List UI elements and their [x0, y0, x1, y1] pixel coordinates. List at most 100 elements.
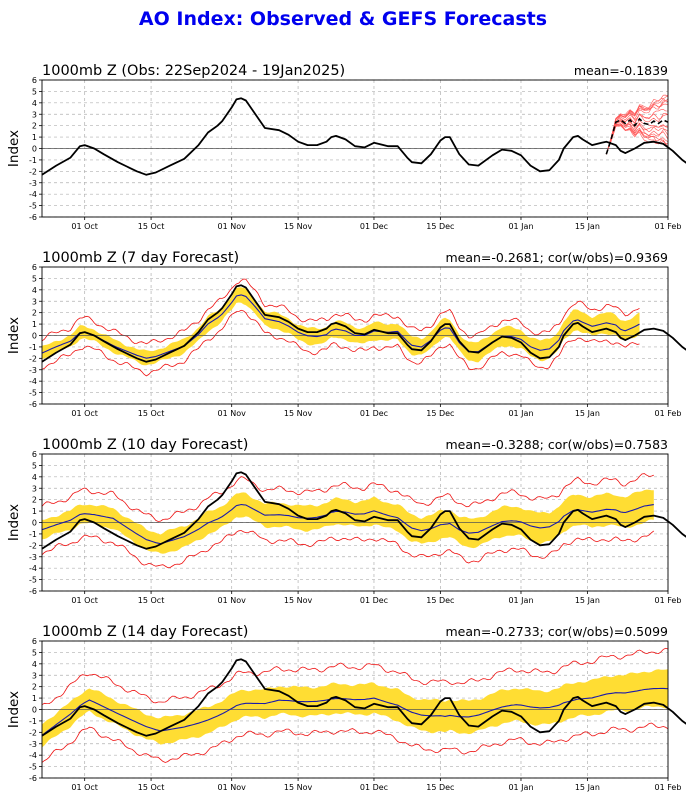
x-tick-label: 15 Nov [284, 783, 313, 792]
x-tick-label: 15 Jan [575, 596, 600, 605]
ensemble-mean-line [41, 294, 640, 359]
y-tick-label: -5 [29, 202, 37, 211]
y-tick-label: 3 [32, 484, 37, 493]
gefs-member-line [606, 124, 669, 155]
observed-ao-line [41, 471, 686, 550]
y-tick-label: 1 [32, 320, 37, 329]
y-tick-label: 5 [32, 461, 37, 470]
y-tick-label: -5 [29, 576, 37, 585]
panel-title: 1000mb Z (Obs: 22Sep2024 - 19Jan2025) [42, 63, 345, 79]
y-axis-label: Index [6, 691, 22, 728]
y-tick-label: -3 [29, 179, 37, 188]
y-tick-label: -4 [29, 377, 37, 386]
y-tick-label: 5 [32, 274, 37, 283]
ensemble-spread-band [42, 669, 668, 748]
x-tick-label: 01 Dec [360, 596, 388, 605]
y-tick-label: -5 [29, 763, 37, 772]
y-tick-label: 2 [32, 683, 37, 692]
y-tick-label: 5 [32, 87, 37, 96]
y-tick-label: -6 [29, 400, 37, 409]
y-tick-label: 1 [32, 133, 37, 142]
y-tick-label: -4 [29, 564, 37, 573]
ensemble-mean-line [41, 503, 654, 545]
gefs-member-line [606, 109, 669, 155]
x-tick-label: 01 Dec [360, 222, 388, 231]
x-tick-label: 01 Nov [218, 596, 247, 605]
gefs-member-line [606, 124, 669, 155]
y-tick-label: -1 [29, 156, 37, 165]
x-tick-label: 15 Oct [138, 596, 165, 605]
gefs-member-line [606, 103, 669, 155]
observed-ao-line [41, 97, 686, 176]
chart-panel-2: 1000mb Z (7 day Forecast) mean=-0.2681; c… [6, 250, 686, 418]
y-tick-label: 6 [32, 450, 37, 459]
y-tick-label: 3 [32, 297, 37, 306]
x-tick-label: 01 Feb [655, 783, 682, 792]
gefs-mean-line [605, 117, 669, 155]
y-tick-label: 4 [32, 99, 37, 108]
y-axis-label: Index [6, 130, 22, 167]
plot-frame [41, 453, 669, 592]
ensemble-spread-band [42, 287, 640, 366]
x-tick-label: 01 Jan [508, 596, 533, 605]
y-tick-label: 6 [32, 263, 37, 272]
y-tick-label: -2 [29, 728, 37, 737]
y-axis-label: Index [6, 504, 22, 541]
x-tick-label: 01 Jan [508, 222, 533, 231]
y-tick-label: 4 [32, 286, 37, 295]
y-tick-label: -5 [29, 389, 37, 398]
x-tick-label: 01 Feb [655, 222, 682, 231]
chart-panel-4: 1000mb Z (14 day Forecast) mean=-0.2733; … [6, 624, 686, 792]
x-tick-label: 15 Nov [284, 222, 313, 231]
x-tick-label: 01 Feb [655, 596, 682, 605]
x-tick-label: 01 Nov [218, 409, 247, 418]
y-tick-label: 1 [32, 694, 37, 703]
x-tick-label: 01 Oct [71, 596, 98, 605]
ensemble-mean-line [41, 687, 669, 736]
x-tick-label: 15 Jan [575, 222, 600, 231]
panel-stat: mean=-0.1839 [574, 63, 668, 78]
y-tick-label: 3 [32, 110, 37, 119]
y-tick-label: 6 [32, 76, 37, 85]
y-tick-label: -3 [29, 366, 37, 375]
gefs-member-line [606, 123, 669, 155]
ensemble-min-line [41, 309, 640, 377]
x-tick-label: 01 Oct [71, 409, 98, 418]
x-tick-label: 01 Dec [360, 409, 388, 418]
ensemble-spread-band [42, 489, 654, 554]
x-tick-label: 15 Oct [138, 409, 165, 418]
y-tick-label: 0 [32, 145, 37, 154]
y-tick-label: 0 [32, 332, 37, 341]
y-tick-label: -6 [29, 587, 37, 596]
panel-title: 1000mb Z (14 day Forecast) [42, 624, 248, 640]
ensemble-max-line [41, 647, 669, 706]
y-tick-label: -4 [29, 190, 37, 199]
plot-frame [41, 266, 669, 405]
y-tick-label: 6 [32, 637, 37, 646]
gefs-member-line [606, 98, 669, 155]
y-tick-label: -2 [29, 541, 37, 550]
y-tick-label: -4 [29, 751, 37, 760]
y-tick-label: 0 [32, 706, 37, 715]
y-tick-label: 4 [32, 473, 37, 482]
x-tick-label: 01 Feb [655, 409, 682, 418]
y-tick-label: 2 [32, 309, 37, 318]
y-tick-label: -1 [29, 343, 37, 352]
x-tick-label: 01 Nov [218, 222, 247, 231]
y-tick-label: 2 [32, 122, 37, 131]
x-tick-label: 15 Jan [575, 783, 600, 792]
y-tick-label: -6 [29, 213, 37, 222]
x-tick-label: 15 Oct [138, 783, 165, 792]
panel-title: 1000mb Z (7 day Forecast) [42, 250, 239, 266]
x-tick-label: 15 Jan [575, 409, 600, 418]
ensemble-max-line [41, 473, 654, 522]
y-tick-label: 0 [32, 519, 37, 528]
x-tick-label: 01 Oct [71, 783, 98, 792]
x-tick-label: 01 Jan [508, 783, 533, 792]
ensemble-min-line [41, 530, 655, 568]
x-tick-label: 01 Oct [71, 222, 98, 231]
x-tick-label: 15 Dec [426, 222, 454, 231]
x-tick-label: 15 Oct [138, 222, 165, 231]
ensemble-min-line [41, 722, 669, 763]
